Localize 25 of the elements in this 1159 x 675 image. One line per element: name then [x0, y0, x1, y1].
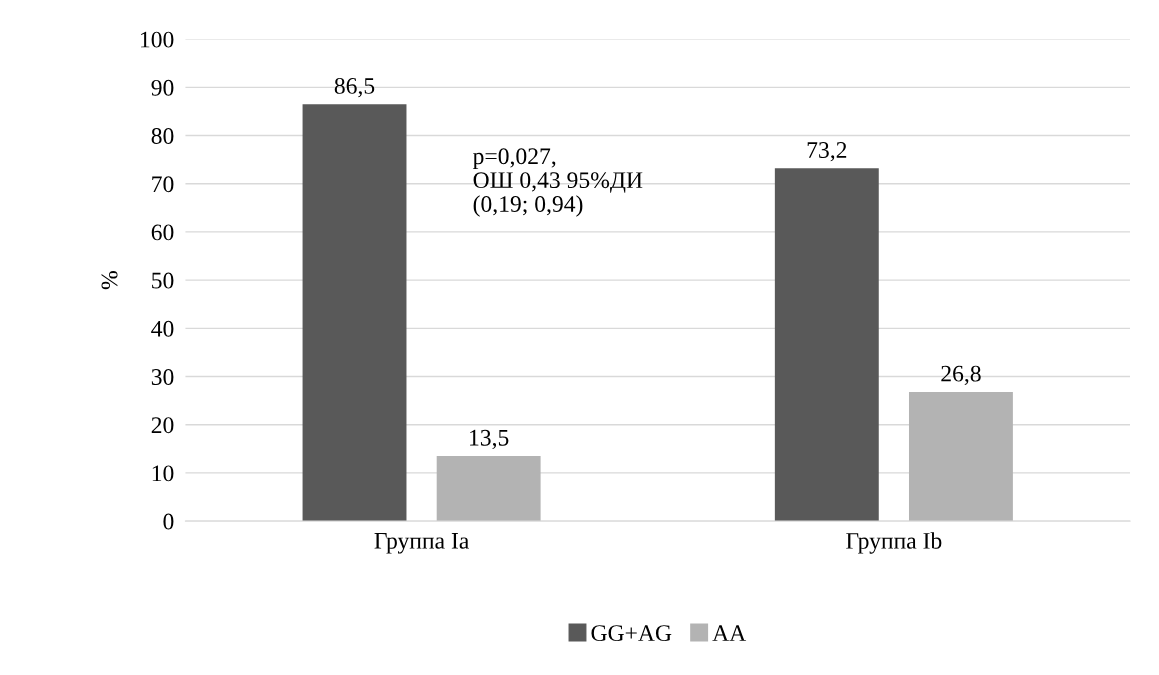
y-tick-label: 70 — [152, 176, 174, 193]
y-tick-label: 80 — [151, 128, 174, 144]
y-axis-title: % — [101, 271, 118, 290]
y-tick-label: 50 — [152, 272, 174, 289]
bar — [302, 104, 407, 522]
y-tick-label: 0 — [163, 513, 174, 530]
data-label: 73,2 — [807, 142, 847, 162]
bar — [774, 168, 879, 522]
legend-label: AA — [712, 625, 747, 641]
y-tick-label: 100 — [140, 31, 174, 48]
y-tick-label: 60 — [151, 224, 174, 241]
y-tick-label: 30 — [151, 369, 174, 385]
legend-label: GG+AG — [591, 625, 672, 642]
annotation: p=0,027, ОШ 0,43 95%ДИ (0,19; 0,94) — [472, 148, 643, 217]
data-label: 86,5 — [334, 77, 375, 98]
x-tick-label: Группа Ia — [374, 533, 469, 554]
y-tick-label: 90 — [151, 79, 174, 96]
data-label: 26,8 — [941, 365, 981, 385]
bar — [908, 391, 1013, 522]
y-tick-label: 40 — [151, 320, 174, 337]
bar — [436, 456, 541, 522]
data-label: 13,5 — [470, 429, 509, 450]
y-tick-label: 10 — [152, 465, 174, 482]
x-tick-label: Группа Ib — [846, 532, 942, 554]
y-tick-label: 20 — [151, 417, 174, 434]
